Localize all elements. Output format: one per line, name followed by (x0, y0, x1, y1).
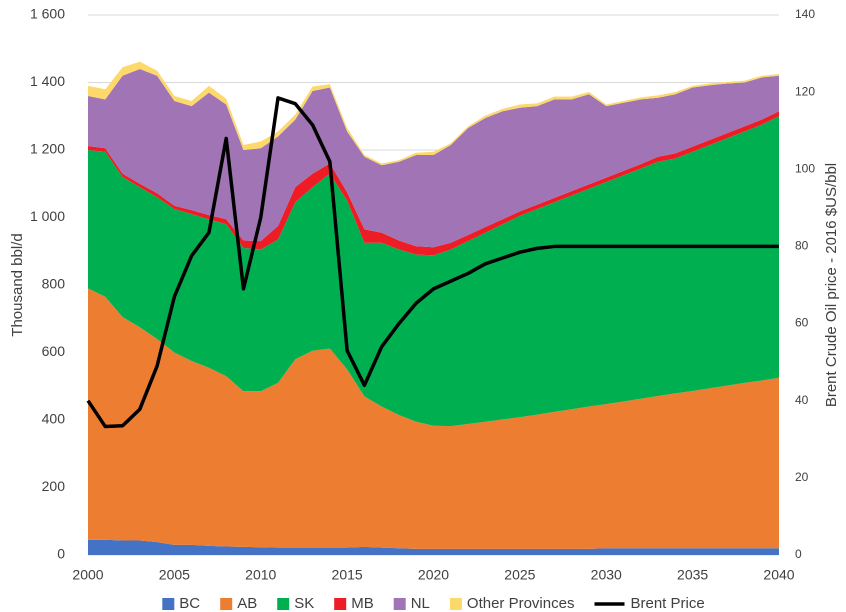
legend-item: BC (162, 595, 200, 612)
x-tick-label: 2020 (418, 567, 449, 583)
legend-swatch (393, 598, 406, 610)
x-tick-label: 2025 (504, 567, 535, 583)
x-tick-label: 2005 (159, 567, 190, 583)
line (86, 96, 779, 429)
x-tick-label: 2010 (245, 567, 276, 583)
legend-swatch (220, 598, 233, 610)
legend-label: SK (294, 595, 314, 612)
legend-item: SK (277, 595, 314, 612)
y-tick-label: 1 000 (30, 208, 65, 224)
y2-axis-title: Brent Crude Oil price - 2016 $US/bbl (823, 163, 840, 407)
legend-item: Brent Price (594, 595, 705, 612)
y2-tick-label: 40 (795, 393, 809, 407)
y-axis-title: Thousand bbl/d (9, 233, 26, 336)
legend: BC AB SK MB NL Other Provinces Brent Price (162, 595, 705, 612)
legend-swatch (334, 598, 347, 610)
y2-tick-label: 80 (795, 239, 809, 253)
y-tick-label: 200 (42, 478, 66, 494)
legend-swatch (162, 598, 175, 610)
y-tick-label: 1 200 (30, 141, 65, 157)
y2-tick-label: 140 (795, 7, 815, 21)
legend-label: Other Provinces (467, 595, 575, 612)
y2-tick-label: 120 (795, 84, 815, 98)
x-tick-label: 2040 (763, 567, 794, 583)
legend-item: MB (334, 595, 374, 612)
y-tick-label: 0 (57, 546, 65, 562)
y2-tick-label: 20 (795, 470, 809, 484)
legend-label: Brent Price (631, 595, 705, 612)
legend-swatch (449, 598, 462, 610)
legend-item: AB (220, 595, 257, 612)
y-tick-label: 1 400 (30, 73, 65, 89)
y2-tick-label: 100 (795, 161, 815, 175)
y-tick-label: 1 600 (30, 6, 65, 22)
area (88, 69, 779, 248)
legend-item: NL (393, 595, 430, 612)
legend-label: NL (411, 595, 430, 612)
areas (88, 61, 779, 555)
area (88, 61, 779, 166)
area (88, 539, 779, 555)
legend-swatch (277, 598, 290, 610)
x-tick-label: 2000 (72, 567, 103, 583)
area (88, 288, 779, 549)
x-tick-label: 2015 (332, 567, 363, 583)
y-tick-label: 400 (42, 411, 66, 427)
y2-tick-label: 0 (795, 547, 802, 561)
x-tick-label: 2035 (677, 567, 708, 583)
legend-label: MB (351, 595, 374, 612)
x-tick-label: 2030 (591, 567, 622, 583)
y-tick-label: 600 (42, 343, 66, 359)
area (88, 116, 779, 427)
legend-item: Other Provinces (449, 595, 575, 612)
legend-label: AB (237, 595, 257, 612)
y2-tick-label: 60 (795, 316, 809, 330)
y-tick-label: 800 (42, 276, 66, 292)
lines (86, 96, 779, 429)
legend-label: BC (179, 595, 200, 612)
